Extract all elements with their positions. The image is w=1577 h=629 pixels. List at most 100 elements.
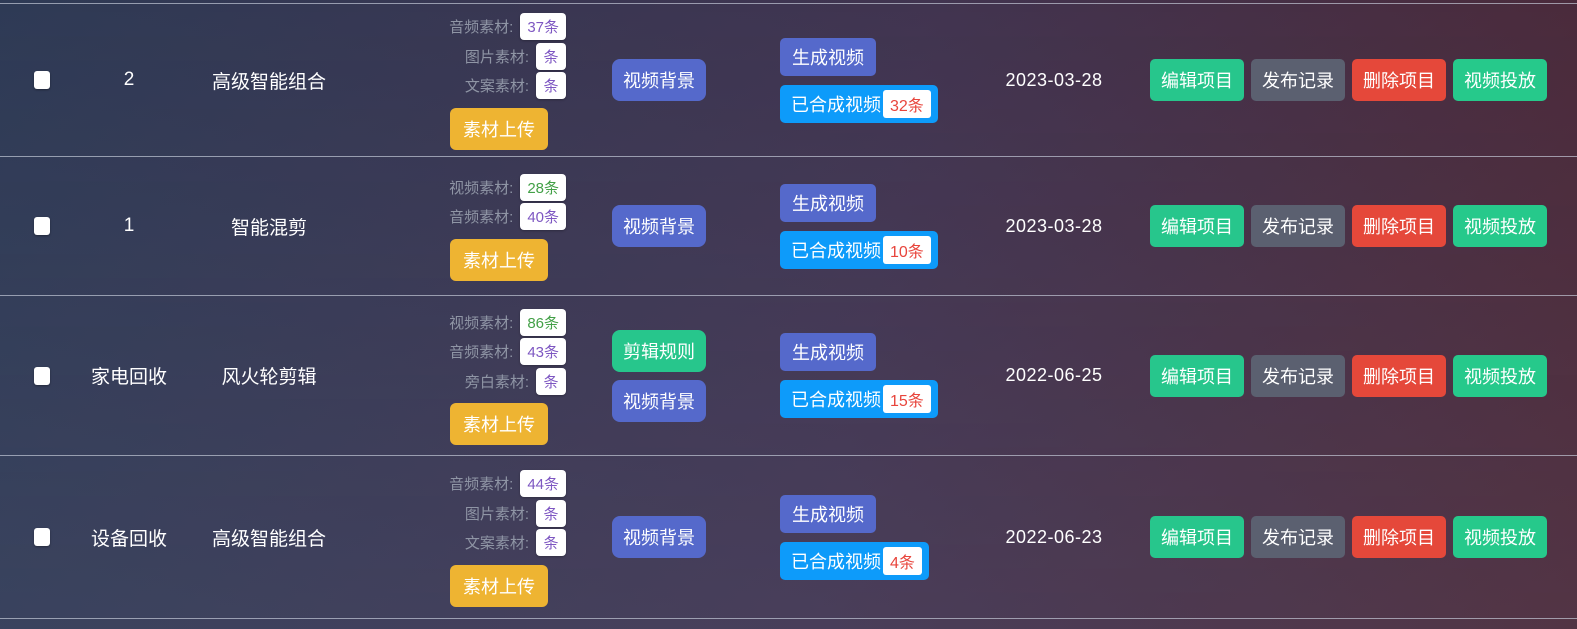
- row-actions: 编辑项目 发布记录 删除项目 视频投放: [1124, 205, 1577, 247]
- material-count-badge: 条: [536, 72, 566, 99]
- material-count-badge: 条: [536, 42, 566, 70]
- edit-rule-button[interactable]: 剪辑规则: [612, 329, 706, 372]
- generate-video-button[interactable]: 生成视频: [780, 37, 876, 76]
- row-checkbox[interactable]: [34, 366, 50, 385]
- material-label: 音频素材:: [449, 209, 514, 227]
- material-count-badge: 40条: [520, 203, 566, 231]
- video-background-button[interactable]: 视频背景: [612, 379, 706, 422]
- material-label: 文案素材:: [464, 78, 529, 95]
- material-counts: 视频素材: 28条 音频素材: 40条: [364, 171, 574, 233]
- material-count-badge: 条: [536, 367, 566, 395]
- project-name: 设备回收: [90, 528, 167, 550]
- upload-material-button[interactable]: 素材上传: [450, 403, 548, 445]
- synth-count-badge: 15条: [883, 385, 931, 413]
- generate-cell: 生成视频 已合成视频 15条: [744, 333, 984, 418]
- material-label: 视频素材:: [449, 314, 514, 332]
- generate-cell: 生成视频 已合成视频 10条: [744, 183, 984, 269]
- material-line: 文案素材: 条: [364, 529, 574, 556]
- generate-video-button[interactable]: 生成视频: [780, 494, 876, 533]
- synth-count-badge: 4条: [883, 546, 922, 575]
- video-background-button[interactable]: 视频背景: [612, 205, 706, 247]
- material-line: 视频素材: 86条: [364, 308, 574, 336]
- material-line: 旁白素材: 条: [364, 367, 574, 395]
- material-cell: 视频素材: 86条 音频素材: 43条 旁白素材: 条 素材上传: [364, 306, 574, 445]
- project-type: 高级智能组合: [211, 528, 326, 550]
- table-row: 家电回收 风火轮剪辑 视频素材: 86条 音频素材: 43条 旁白素材: 条 素材上传 剪…: [0, 296, 1577, 456]
- material-cell: 音频素材: 37条 图片素材: 条文案素材: 条 素材上传: [364, 11, 574, 150]
- synthesized-videos-button[interactable]: 已合成视频 10条: [780, 230, 938, 269]
- upload-material-button[interactable]: 素材上传: [450, 564, 548, 607]
- delete-project-button[interactable]: 删除项目: [1352, 205, 1446, 247]
- project-type: 高级智能组合: [211, 71, 326, 93]
- material-label: 音频素材:: [449, 344, 514, 361]
- generate-video-button[interactable]: 生成视频: [780, 333, 876, 371]
- synth-count-badge: 32条: [883, 89, 931, 118]
- material-counts: 音频素材: 37条 图片素材: 条文案素材: 条: [364, 11, 574, 102]
- project-type: 智能混剪: [230, 217, 307, 239]
- delete-project-button[interactable]: 删除项目: [1352, 516, 1446, 558]
- created-date: 2022-06-25: [1005, 365, 1103, 385]
- material-label: 音频素材:: [449, 476, 514, 493]
- material-line: 图片素材: 条: [364, 499, 574, 527]
- video-launch-button[interactable]: 视频投放: [1453, 516, 1547, 558]
- material-label: 文案素材:: [464, 535, 529, 552]
- publish-record-button[interactable]: 发布记录: [1251, 205, 1345, 247]
- table-row: 1 智能混剪 视频素材: 28条 音频素材: 40条 素材上传 视频背景 生成视频 已…: [0, 157, 1577, 296]
- project-name: 1: [123, 215, 135, 236]
- material-cell: 音频素材: 44条 图片素材: 条文案素材: 条 素材上传: [364, 468, 574, 607]
- material-count-badge: 86条: [520, 308, 566, 336]
- rule-buttons: 剪辑规则 视频背景: [574, 329, 744, 422]
- edit-project-button[interactable]: 编辑项目: [1150, 516, 1244, 558]
- material-count-badge: 条: [536, 529, 566, 556]
- edit-project-button[interactable]: 编辑项目: [1150, 354, 1244, 397]
- publish-record-button[interactable]: 发布记录: [1251, 354, 1345, 397]
- rule-buttons: 视频背景: [574, 205, 744, 247]
- row-checkbox[interactable]: [34, 528, 50, 546]
- material-line: 音频素材: 44条: [364, 470, 574, 497]
- synthesized-videos-label: 已合成视频: [791, 390, 881, 410]
- synthesized-videos-button[interactable]: 已合成视频 32条: [780, 84, 938, 123]
- video-launch-button[interactable]: 视频投放: [1453, 354, 1547, 397]
- project-name: 家电回收: [90, 367, 167, 388]
- synth-count-badge: 10条: [883, 235, 931, 264]
- material-line: 文案素材: 条: [364, 72, 574, 99]
- row-checkbox[interactable]: [34, 217, 50, 235]
- video-background-button[interactable]: 视频背景: [612, 59, 706, 101]
- delete-project-button[interactable]: 删除项目: [1352, 354, 1446, 397]
- row-checkbox[interactable]: [34, 71, 50, 89]
- publish-record-button[interactable]: 发布记录: [1251, 516, 1345, 558]
- material-line: 图片素材: 条: [364, 42, 574, 70]
- project-name: 2: [123, 69, 135, 90]
- row-actions: 编辑项目 发布记录 删除项目 视频投放: [1124, 59, 1577, 101]
- upload-material-button[interactable]: 素材上传: [450, 238, 548, 281]
- material-line: 音频素材: 37条: [364, 13, 574, 40]
- upload-material-button[interactable]: 素材上传: [450, 107, 548, 150]
- row-actions: 编辑项目 发布记录 删除项目 视频投放: [1124, 354, 1577, 397]
- synthesized-videos-button[interactable]: 已合成视频 15条: [780, 380, 938, 418]
- video-background-button[interactable]: 视频背景: [612, 516, 706, 558]
- delete-project-button[interactable]: 删除项目: [1352, 59, 1446, 101]
- row-actions: 编辑项目 发布记录 删除项目 视频投放: [1124, 516, 1577, 558]
- table-row: 2 高级智能组合 音频素材: 37条 图片素材: 条文案素材: 条 素材上传 视频背景 …: [0, 4, 1577, 157]
- project-table: 2 高级智能组合 音频素材: 37条 图片素材: 条文案素材: 条 素材上传 视频背景 …: [0, 3, 1577, 619]
- project-type: 风火轮剪辑: [221, 367, 317, 388]
- material-counts: 音频素材: 44条 图片素材: 条文案素材: 条: [364, 468, 574, 559]
- material-label: 视频素材:: [449, 179, 514, 197]
- synthesized-videos-label: 已合成视频: [791, 240, 881, 261]
- publish-record-button[interactable]: 发布记录: [1251, 59, 1345, 101]
- material-count-badge: 43条: [520, 338, 566, 365]
- material-line: 视频素材: 28条: [364, 173, 574, 201]
- material-label: 音频素材:: [449, 19, 514, 36]
- video-launch-button[interactable]: 视频投放: [1453, 59, 1547, 101]
- material-count-badge: 28条: [520, 173, 566, 201]
- material-count-badge: 条: [536, 499, 566, 527]
- created-date: 2023-03-28: [1005, 69, 1103, 90]
- edit-project-button[interactable]: 编辑项目: [1150, 205, 1244, 247]
- generate-cell: 生成视频 已合成视频 32条: [744, 37, 984, 123]
- material-line: 音频素材: 43条: [364, 338, 574, 365]
- edit-project-button[interactable]: 编辑项目: [1150, 59, 1244, 101]
- material-cell: 视频素材: 28条 音频素材: 40条 素材上传: [364, 171, 574, 281]
- generate-video-button[interactable]: 生成视频: [780, 183, 876, 222]
- video-launch-button[interactable]: 视频投放: [1453, 205, 1547, 247]
- synthesized-videos-button[interactable]: 已合成视频 4条: [780, 541, 929, 580]
